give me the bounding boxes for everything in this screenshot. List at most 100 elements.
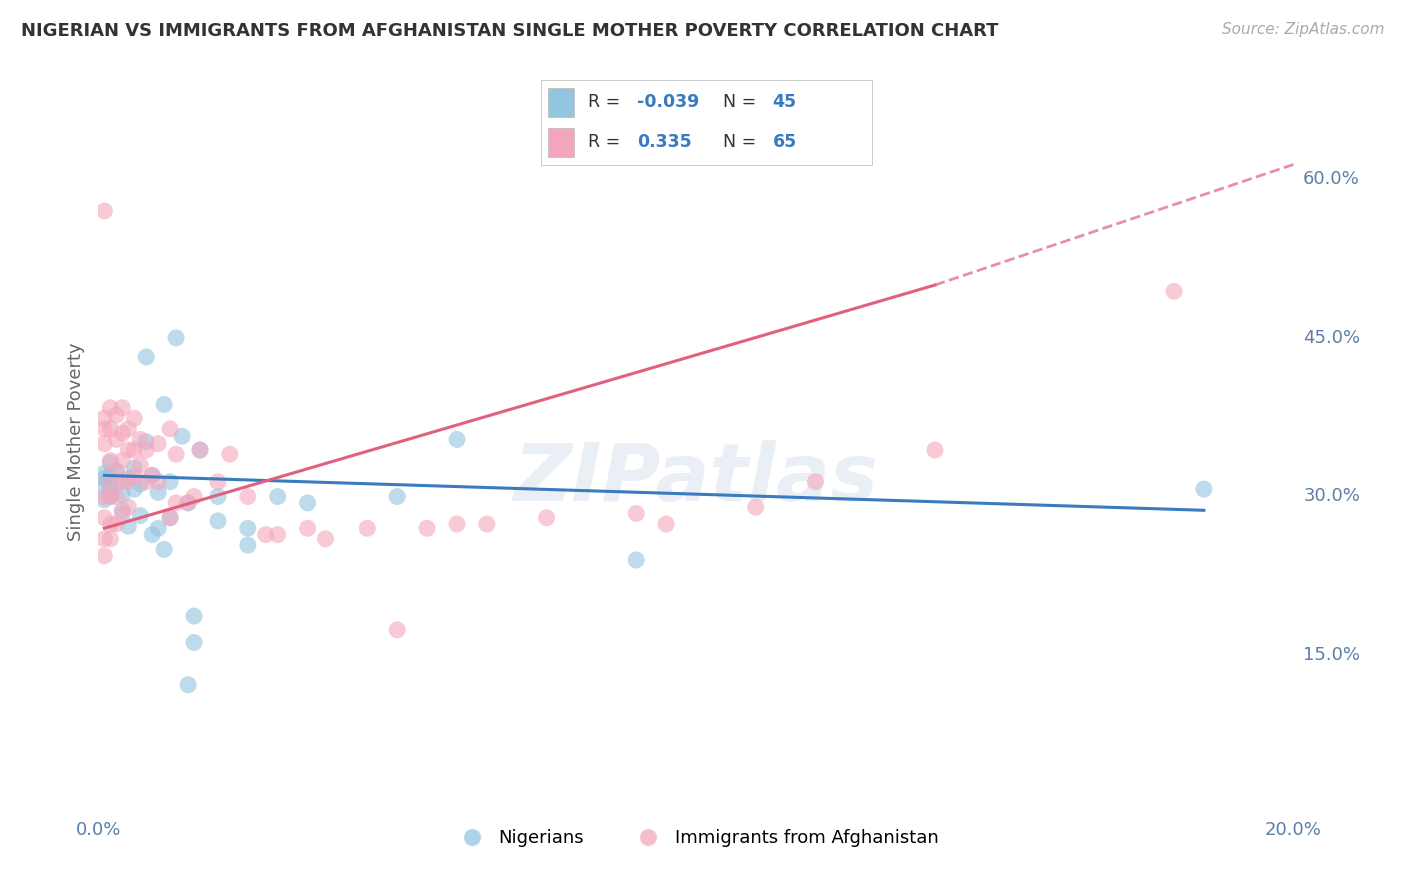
- Point: [98, 490, 122, 504]
- Point: [93, 467, 115, 481]
- Point: [129, 433, 152, 447]
- Point: [124, 468, 146, 483]
- Point: [93, 549, 115, 563]
- Point: [111, 503, 134, 517]
- Text: ZIPatlas: ZIPatlas: [513, 440, 879, 517]
- Point: [93, 492, 115, 507]
- Point: [385, 623, 409, 637]
- Point: [98, 456, 122, 470]
- Point: [416, 521, 439, 535]
- Point: [267, 527, 290, 541]
- Text: R =: R =: [588, 133, 620, 151]
- Point: [148, 521, 170, 535]
- Point: [267, 490, 290, 504]
- Point: [188, 442, 211, 457]
- Point: [141, 527, 163, 541]
- Point: [111, 487, 134, 501]
- Point: [93, 204, 115, 219]
- Text: Source: ZipAtlas.com: Source: ZipAtlas.com: [1222, 22, 1385, 37]
- Point: [177, 678, 200, 692]
- Point: [148, 475, 170, 489]
- Point: [98, 516, 122, 531]
- Point: [105, 433, 128, 447]
- Point: [153, 542, 176, 557]
- Point: [165, 447, 187, 461]
- Point: [93, 422, 115, 436]
- Point: [98, 475, 122, 489]
- Point: [135, 434, 157, 449]
- Point: [804, 475, 827, 489]
- Point: [117, 475, 139, 489]
- Point: [356, 521, 378, 535]
- Point: [1163, 285, 1185, 299]
- Point: [124, 411, 146, 425]
- Point: [93, 479, 115, 493]
- Point: [124, 482, 146, 496]
- Point: [93, 532, 115, 546]
- Point: [93, 490, 115, 504]
- Point: [105, 475, 128, 489]
- Point: [254, 527, 277, 541]
- Point: [385, 490, 409, 504]
- Point: [117, 422, 139, 436]
- Point: [219, 447, 242, 461]
- FancyBboxPatch shape: [548, 128, 575, 157]
- Point: [207, 514, 229, 528]
- Point: [655, 516, 678, 531]
- Point: [745, 500, 768, 515]
- Point: [188, 442, 211, 457]
- Point: [93, 436, 115, 450]
- Point: [135, 442, 157, 457]
- Point: [446, 516, 468, 531]
- Point: [93, 411, 115, 425]
- Point: [105, 490, 128, 504]
- Point: [111, 507, 134, 521]
- Point: [135, 350, 157, 364]
- Point: [93, 472, 115, 486]
- Point: [98, 422, 122, 436]
- Text: N =: N =: [723, 133, 756, 151]
- Point: [117, 500, 139, 515]
- Point: [117, 472, 139, 486]
- Point: [93, 510, 115, 524]
- Point: [165, 496, 187, 510]
- Point: [446, 433, 468, 447]
- Point: [124, 461, 146, 475]
- Point: [98, 468, 122, 483]
- Point: [105, 516, 128, 531]
- Legend: Nigerians, Immigrants from Afghanistan: Nigerians, Immigrants from Afghanistan: [446, 822, 946, 855]
- Text: 65: 65: [773, 133, 797, 151]
- Point: [159, 422, 181, 436]
- Point: [297, 521, 319, 535]
- Point: [98, 482, 122, 496]
- Point: [236, 521, 259, 535]
- Point: [207, 475, 229, 489]
- Point: [236, 490, 259, 504]
- Point: [105, 464, 128, 478]
- Text: R =: R =: [588, 94, 620, 112]
- Point: [105, 408, 128, 422]
- Point: [626, 507, 648, 521]
- Text: 45: 45: [773, 94, 797, 112]
- Point: [536, 510, 558, 524]
- Point: [183, 609, 205, 624]
- Point: [111, 453, 134, 467]
- Text: -0.039: -0.039: [637, 94, 699, 112]
- Point: [172, 429, 194, 443]
- Text: NIGERIAN VS IMMIGRANTS FROM AFGHANISTAN SINGLE MOTHER POVERTY CORRELATION CHART: NIGERIAN VS IMMIGRANTS FROM AFGHANISTAN …: [21, 22, 998, 40]
- Point: [207, 490, 229, 504]
- Point: [141, 468, 163, 483]
- Point: [98, 401, 122, 415]
- Point: [98, 490, 122, 504]
- Text: N =: N =: [723, 94, 756, 112]
- Point: [183, 490, 205, 504]
- Point: [165, 331, 187, 345]
- Point: [475, 516, 498, 531]
- Point: [626, 553, 648, 567]
- Point: [111, 401, 134, 415]
- Point: [129, 476, 152, 491]
- Point: [159, 510, 181, 524]
- Point: [159, 510, 181, 524]
- Point: [148, 436, 170, 450]
- Point: [159, 475, 181, 489]
